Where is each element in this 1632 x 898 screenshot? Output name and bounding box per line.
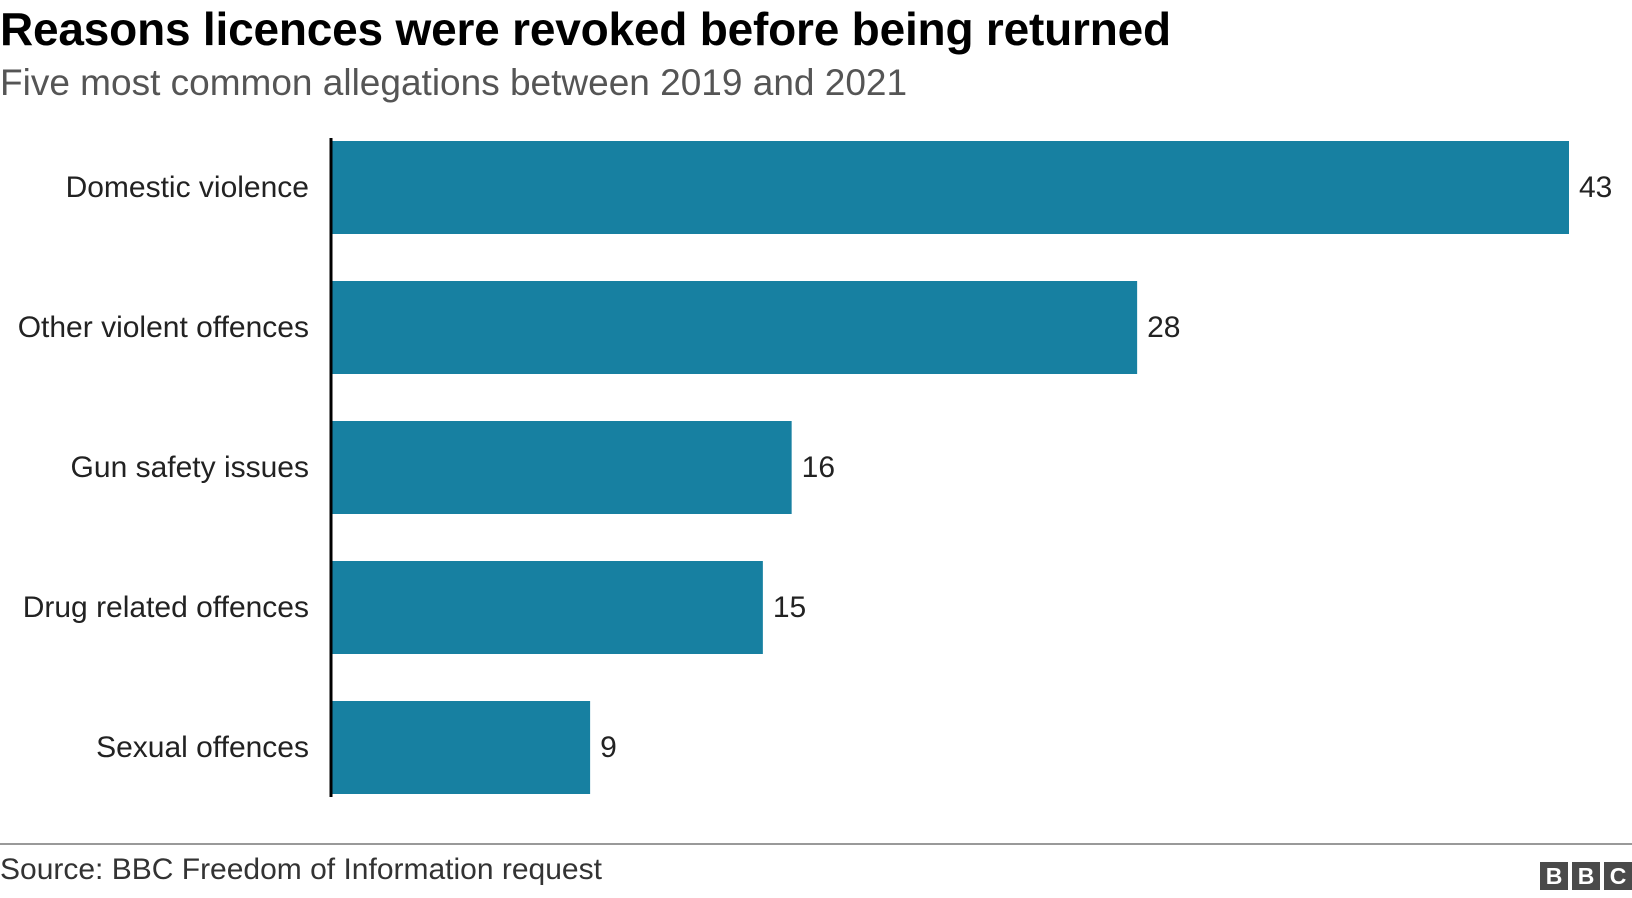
chart-subtitle: Five most common allegations between 201… [0, 62, 908, 103]
bar-4 [331, 701, 591, 794]
category-label-1: Other violent offences [18, 311, 309, 344]
value-label-4: 9 [600, 731, 617, 764]
chart-title: Reasons licences were revoked before bei… [0, 3, 1171, 55]
bar-chart: Domestic violence Other violent offences G… [18, 138, 1612, 797]
bar-1 [331, 281, 1138, 374]
logo-letter-b1: B [1540, 862, 1568, 890]
value-labels-group: 43 28 16 15 9 [600, 171, 1612, 764]
category-labels-group: Domestic violence Other violent offences G… [18, 171, 309, 764]
logo-letter-b2: B [1572, 862, 1600, 890]
bars-group [331, 141, 1569, 794]
category-label-4: Sexual offences [96, 731, 309, 764]
category-label-0: Domestic violence [66, 171, 309, 204]
value-label-3: 15 [773, 591, 806, 624]
category-label-3: Drug related offences [23, 591, 309, 624]
bar-3 [331, 561, 763, 654]
source-note: Source: BBC Freedom of Information reque… [0, 853, 602, 886]
value-label-0: 43 [1579, 171, 1612, 204]
bbc-logo: B B C [1540, 862, 1632, 890]
value-label-2: 16 [802, 451, 835, 484]
bar-0 [331, 141, 1569, 234]
value-label-1: 28 [1147, 311, 1180, 344]
footer-divider [0, 843, 1632, 845]
category-label-2: Gun safety issues [71, 451, 309, 484]
logo-letter-c: C [1604, 862, 1632, 890]
bar-2 [331, 421, 792, 514]
